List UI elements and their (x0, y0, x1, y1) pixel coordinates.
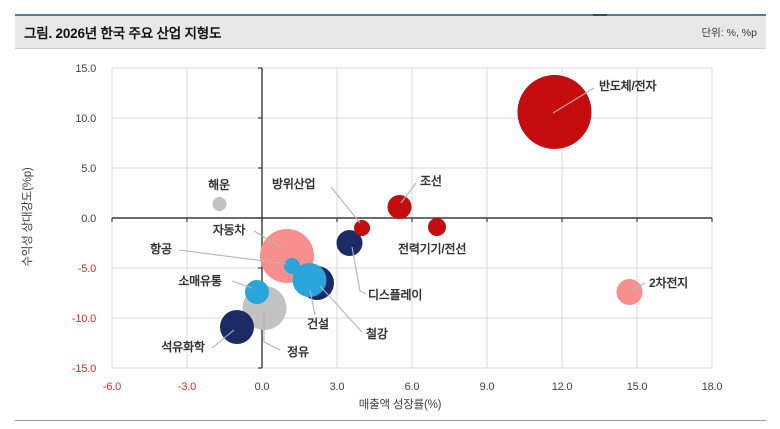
leader-line-방위산업 (330, 186, 361, 224)
figure-title: 그림. 2026년 한국 주요 산업 지형도 (24, 26, 222, 41)
leader-line-조선 (400, 182, 417, 204)
bubble-label-방위산업: 방위산업 (272, 176, 315, 191)
x-tick-label: 12.0 (552, 381, 573, 393)
y-tick-label: 10.0 (75, 113, 96, 125)
bubble-방위산업 (354, 220, 370, 236)
bubble-label-건설: 건설 (307, 316, 329, 331)
y-tick-label: 5.0 (81, 163, 96, 175)
x-tick-label: 18.0 (702, 381, 723, 393)
y-tick-label: -10.0 (72, 313, 96, 325)
bubble-2차전지 (616, 279, 643, 305)
bubble-석유화학 (220, 310, 254, 344)
y-tick-label: -15.0 (72, 363, 96, 375)
bubble-label-조선: 조선 (420, 173, 442, 188)
figure-header: 그림. 2026년 한국 주요 산업 지형도 단위: %, %p (15, 16, 766, 49)
bubble-건설 (292, 263, 327, 297)
bubble-해운 (212, 197, 227, 211)
bubble-label-정유: 정유 (287, 344, 309, 359)
leader-line-정유 (263, 310, 281, 351)
bubble-label-전력기기/전선: 전력기기/전선 (398, 241, 466, 256)
header-top-border (15, 14, 766, 16)
x-tick-label: 6.0 (405, 381, 420, 393)
leader-line-철강 (319, 285, 363, 333)
unit-note: 단위: %, %p (701, 26, 757, 39)
bubble-소매유통 (245, 280, 269, 304)
x-tick-label: 9.0 (480, 381, 495, 393)
bubble-항공 (284, 258, 300, 274)
leader-line-2차전지 (630, 282, 646, 292)
bubble-label-디스플레이: 디스플레이 (368, 287, 422, 302)
x-tick-label: -3.0 (178, 381, 196, 393)
bubble-label-철강: 철강 (366, 326, 388, 341)
bubble-label-자동차: 자동차 (213, 222, 246, 237)
leader-line-건설 (309, 289, 316, 316)
y-tick-label: 15.0 (75, 63, 96, 75)
bubble-label-항공: 항공 (150, 241, 172, 256)
bubble-label-소매유통: 소매유통 (178, 273, 222, 288)
x-tick-label: 0.0 (255, 381, 270, 393)
leader-line-반도체/전자 (552, 87, 595, 114)
leader-line-자동차 (253, 230, 283, 249)
header-top-border-dash (593, 14, 607, 16)
leader-line-항공 (178, 249, 288, 265)
y-tick-label: 0.0 (81, 213, 96, 225)
x-tick-label: -6.0 (103, 381, 121, 393)
bubble-label-2차전지: 2차전지 (649, 275, 688, 290)
bubble-조선 (387, 195, 412, 219)
leader-line-소매유통 (231, 280, 253, 289)
bubble-label-해운: 해운 (208, 177, 230, 192)
leader-line-디스플레이 (351, 246, 367, 295)
leader-line-석유화학 (211, 329, 235, 349)
x-tick-label: 3.0 (330, 381, 345, 393)
bubble-label-석유화학: 석유화학 (161, 339, 205, 354)
bubble-label-반도체/전자: 반도체/전자 (599, 78, 656, 93)
x-axis-title: 매출액 성장률(%) (358, 399, 442, 411)
bubble-전력기기/전선 (428, 218, 446, 236)
x-tick-label: 15.0 (627, 381, 648, 393)
y-tick-label: -5.0 (78, 263, 96, 275)
bottom-divider (15, 420, 766, 421)
bubble-디스플레이 (336, 230, 363, 256)
